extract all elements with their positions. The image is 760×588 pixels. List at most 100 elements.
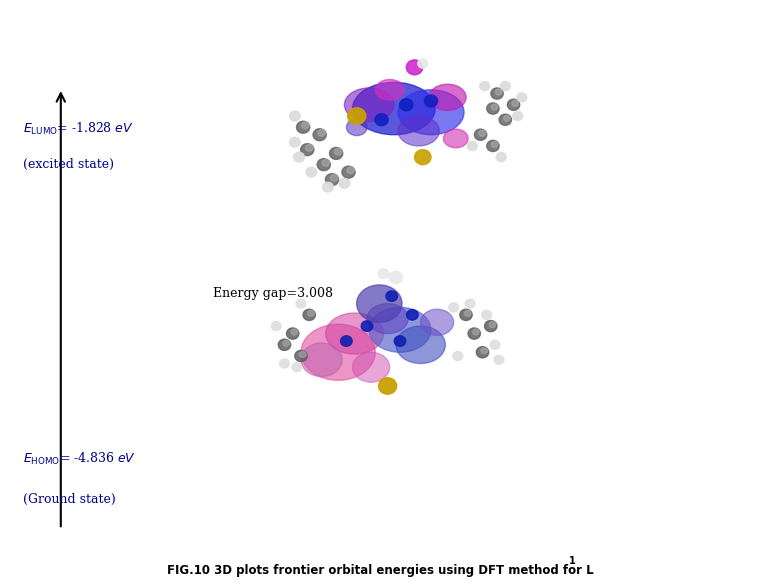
- Circle shape: [468, 328, 480, 339]
- Circle shape: [500, 82, 510, 91]
- Circle shape: [293, 152, 304, 162]
- Circle shape: [322, 182, 333, 192]
- Circle shape: [490, 340, 500, 349]
- Circle shape: [280, 359, 290, 368]
- Circle shape: [424, 95, 438, 107]
- Circle shape: [278, 339, 290, 350]
- Circle shape: [378, 269, 389, 279]
- Circle shape: [330, 148, 343, 159]
- Circle shape: [306, 167, 317, 177]
- Circle shape: [296, 299, 306, 308]
- Ellipse shape: [301, 324, 375, 380]
- Circle shape: [386, 291, 397, 302]
- Circle shape: [322, 159, 330, 166]
- Circle shape: [491, 142, 498, 148]
- Circle shape: [485, 320, 497, 332]
- Ellipse shape: [344, 88, 394, 122]
- Circle shape: [479, 130, 486, 136]
- Circle shape: [494, 355, 504, 364]
- Circle shape: [295, 350, 307, 362]
- Circle shape: [290, 111, 300, 121]
- Circle shape: [499, 114, 511, 125]
- Text: $\mathit{E}_{\mathrm{HOMO}}$= -4.836 $\mathit{eV}$: $\mathit{E}_{\mathrm{HOMO}}$= -4.836 $\m…: [23, 450, 136, 467]
- Circle shape: [378, 377, 397, 394]
- Circle shape: [400, 99, 413, 111]
- Circle shape: [508, 99, 520, 111]
- Circle shape: [453, 352, 463, 360]
- Circle shape: [491, 104, 498, 110]
- Circle shape: [283, 340, 290, 346]
- Circle shape: [361, 321, 372, 331]
- Circle shape: [375, 113, 388, 126]
- Circle shape: [513, 112, 523, 121]
- Text: $\mathit{E}_{\mathrm{LUMO}}$= -1.828 $\mathit{eV}$: $\mathit{E}_{\mathrm{LUMO}}$= -1.828 $\m…: [23, 121, 134, 138]
- Circle shape: [464, 310, 471, 316]
- Circle shape: [389, 272, 403, 283]
- Ellipse shape: [420, 309, 454, 335]
- Circle shape: [414, 150, 431, 165]
- Circle shape: [517, 93, 527, 102]
- Ellipse shape: [375, 79, 404, 100]
- Circle shape: [342, 166, 355, 178]
- Circle shape: [496, 89, 502, 95]
- Circle shape: [325, 173, 339, 186]
- Circle shape: [491, 88, 503, 99]
- Circle shape: [480, 82, 489, 91]
- Ellipse shape: [347, 119, 367, 136]
- Ellipse shape: [353, 82, 435, 135]
- Ellipse shape: [367, 303, 408, 333]
- Circle shape: [331, 175, 337, 181]
- Circle shape: [317, 159, 331, 171]
- Circle shape: [313, 129, 326, 141]
- Circle shape: [512, 101, 518, 106]
- Circle shape: [340, 336, 352, 346]
- Circle shape: [467, 142, 477, 151]
- Circle shape: [301, 143, 314, 156]
- Circle shape: [292, 363, 302, 372]
- Ellipse shape: [443, 129, 468, 148]
- Text: (excited state): (excited state): [23, 158, 114, 171]
- Ellipse shape: [356, 285, 402, 322]
- Ellipse shape: [369, 308, 431, 352]
- Ellipse shape: [429, 84, 466, 111]
- Circle shape: [306, 145, 313, 151]
- Circle shape: [290, 138, 300, 147]
- Ellipse shape: [398, 116, 439, 146]
- Circle shape: [486, 141, 499, 152]
- Circle shape: [302, 122, 309, 129]
- Circle shape: [334, 148, 342, 155]
- Text: 1: 1: [568, 556, 575, 566]
- Circle shape: [287, 328, 299, 339]
- Ellipse shape: [396, 326, 445, 363]
- Circle shape: [339, 179, 350, 188]
- Circle shape: [496, 153, 506, 162]
- Circle shape: [394, 336, 406, 346]
- Circle shape: [448, 303, 458, 312]
- Ellipse shape: [353, 352, 390, 382]
- Circle shape: [489, 322, 496, 328]
- Circle shape: [308, 310, 314, 316]
- Circle shape: [303, 309, 315, 320]
- Circle shape: [482, 310, 492, 319]
- Circle shape: [486, 103, 499, 114]
- Ellipse shape: [301, 343, 342, 376]
- Circle shape: [477, 347, 489, 358]
- Circle shape: [474, 129, 486, 141]
- Circle shape: [347, 167, 354, 173]
- Circle shape: [271, 322, 281, 330]
- Text: (Ground state): (Ground state): [23, 493, 116, 506]
- Ellipse shape: [398, 90, 464, 135]
- Circle shape: [347, 108, 366, 124]
- Circle shape: [481, 348, 487, 354]
- Circle shape: [299, 352, 306, 358]
- Text: FIG.10 3D plots frontier orbital energies using DFT method for L: FIG.10 3D plots frontier orbital energie…: [166, 564, 594, 577]
- Circle shape: [296, 121, 310, 133]
- Circle shape: [407, 310, 418, 320]
- Circle shape: [473, 329, 480, 335]
- Circle shape: [418, 59, 428, 68]
- Circle shape: [460, 309, 472, 320]
- Text: Energy gap=3.008: Energy gap=3.008: [213, 288, 333, 300]
- Circle shape: [318, 129, 325, 136]
- Circle shape: [291, 329, 298, 335]
- Ellipse shape: [326, 313, 384, 354]
